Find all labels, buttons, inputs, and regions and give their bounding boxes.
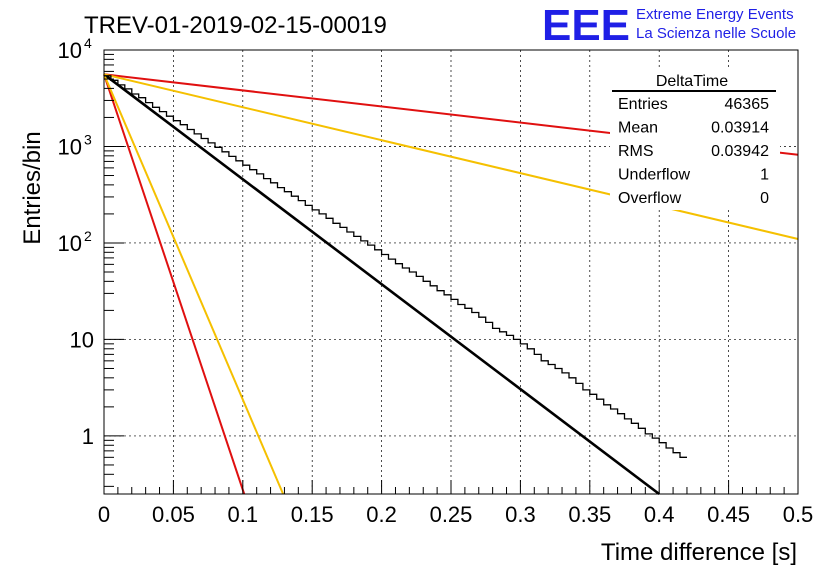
x-tick-label: 0.25: [430, 502, 473, 527]
y-tick-label: 10: [58, 38, 82, 63]
eee-logo: EEE Extreme Energy Events La Scienza nel…: [542, 1, 796, 50]
x-tick-label: 0.45: [707, 502, 750, 527]
x-tick-label: 0.1: [228, 502, 259, 527]
x-tick-label: 0: [98, 502, 110, 527]
stats-box: DeltaTime Entries 46365 Mean 0.03914 RMS 0.03…: [610, 70, 780, 210]
x-tick-label: 0.5: [783, 502, 814, 527]
stats-title: DeltaTime: [656, 73, 728, 90]
logo-mark: EEE: [542, 1, 630, 50]
stats-value: 0.03942: [711, 143, 769, 160]
stats-value: 46365: [725, 96, 770, 113]
x-tick-label: 0.15: [291, 502, 334, 527]
series-line: [103, 73, 660, 496]
stats-label: Overflow: [618, 190, 682, 207]
chart-title: TREV-01-2019-02-15-00019: [84, 12, 387, 39]
x-tick-labels: 0 0.05 0.1 0.15 0.2 0.25 0.3 0.35 0.4 0.45 0.5: [98, 502, 813, 527]
histogram-line: [104, 75, 687, 458]
axis-ticks: [103, 49, 799, 494]
stats-value: 1: [760, 167, 769, 184]
stats-label: RMS: [618, 143, 654, 160]
stats-value: 0: [760, 190, 769, 207]
x-tick-label: 0.4: [644, 502, 675, 527]
x-axis-label: Time difference [s]: [601, 539, 797, 566]
y-tick-exponent: 3: [84, 131, 92, 147]
y-axis-label: Entries/bin: [19, 131, 46, 244]
series-line: [103, 73, 246, 495]
logo-line2: La Scienza nelle Scuole: [636, 25, 796, 42]
grid-lines: [104, 50, 798, 494]
series-line: [103, 73, 285, 495]
logo-line1: Extreme Energy Events: [636, 6, 794, 23]
x-tick-label: 0.35: [568, 502, 611, 527]
stats-label: Mean: [618, 120, 658, 137]
stats-value: 0.03914: [711, 120, 769, 137]
y-tick-exponent: 4: [84, 35, 92, 51]
x-tick-label: 0.3: [505, 502, 536, 527]
fit-lines: [103, 73, 799, 496]
y-tick-label: 10: [58, 231, 82, 256]
y-tick-label: 10: [70, 327, 94, 352]
stats-label: Underflow: [618, 167, 690, 184]
y-tick-exponent: 2: [84, 228, 92, 244]
y-tick-label: 10: [58, 134, 82, 159]
series-line: [103, 73, 799, 240]
x-tick-label: 0.05: [152, 502, 195, 527]
stats-label: Entries: [618, 96, 668, 113]
x-tick-label: 0.2: [366, 502, 397, 527]
y-tick-label: 1: [82, 424, 94, 449]
